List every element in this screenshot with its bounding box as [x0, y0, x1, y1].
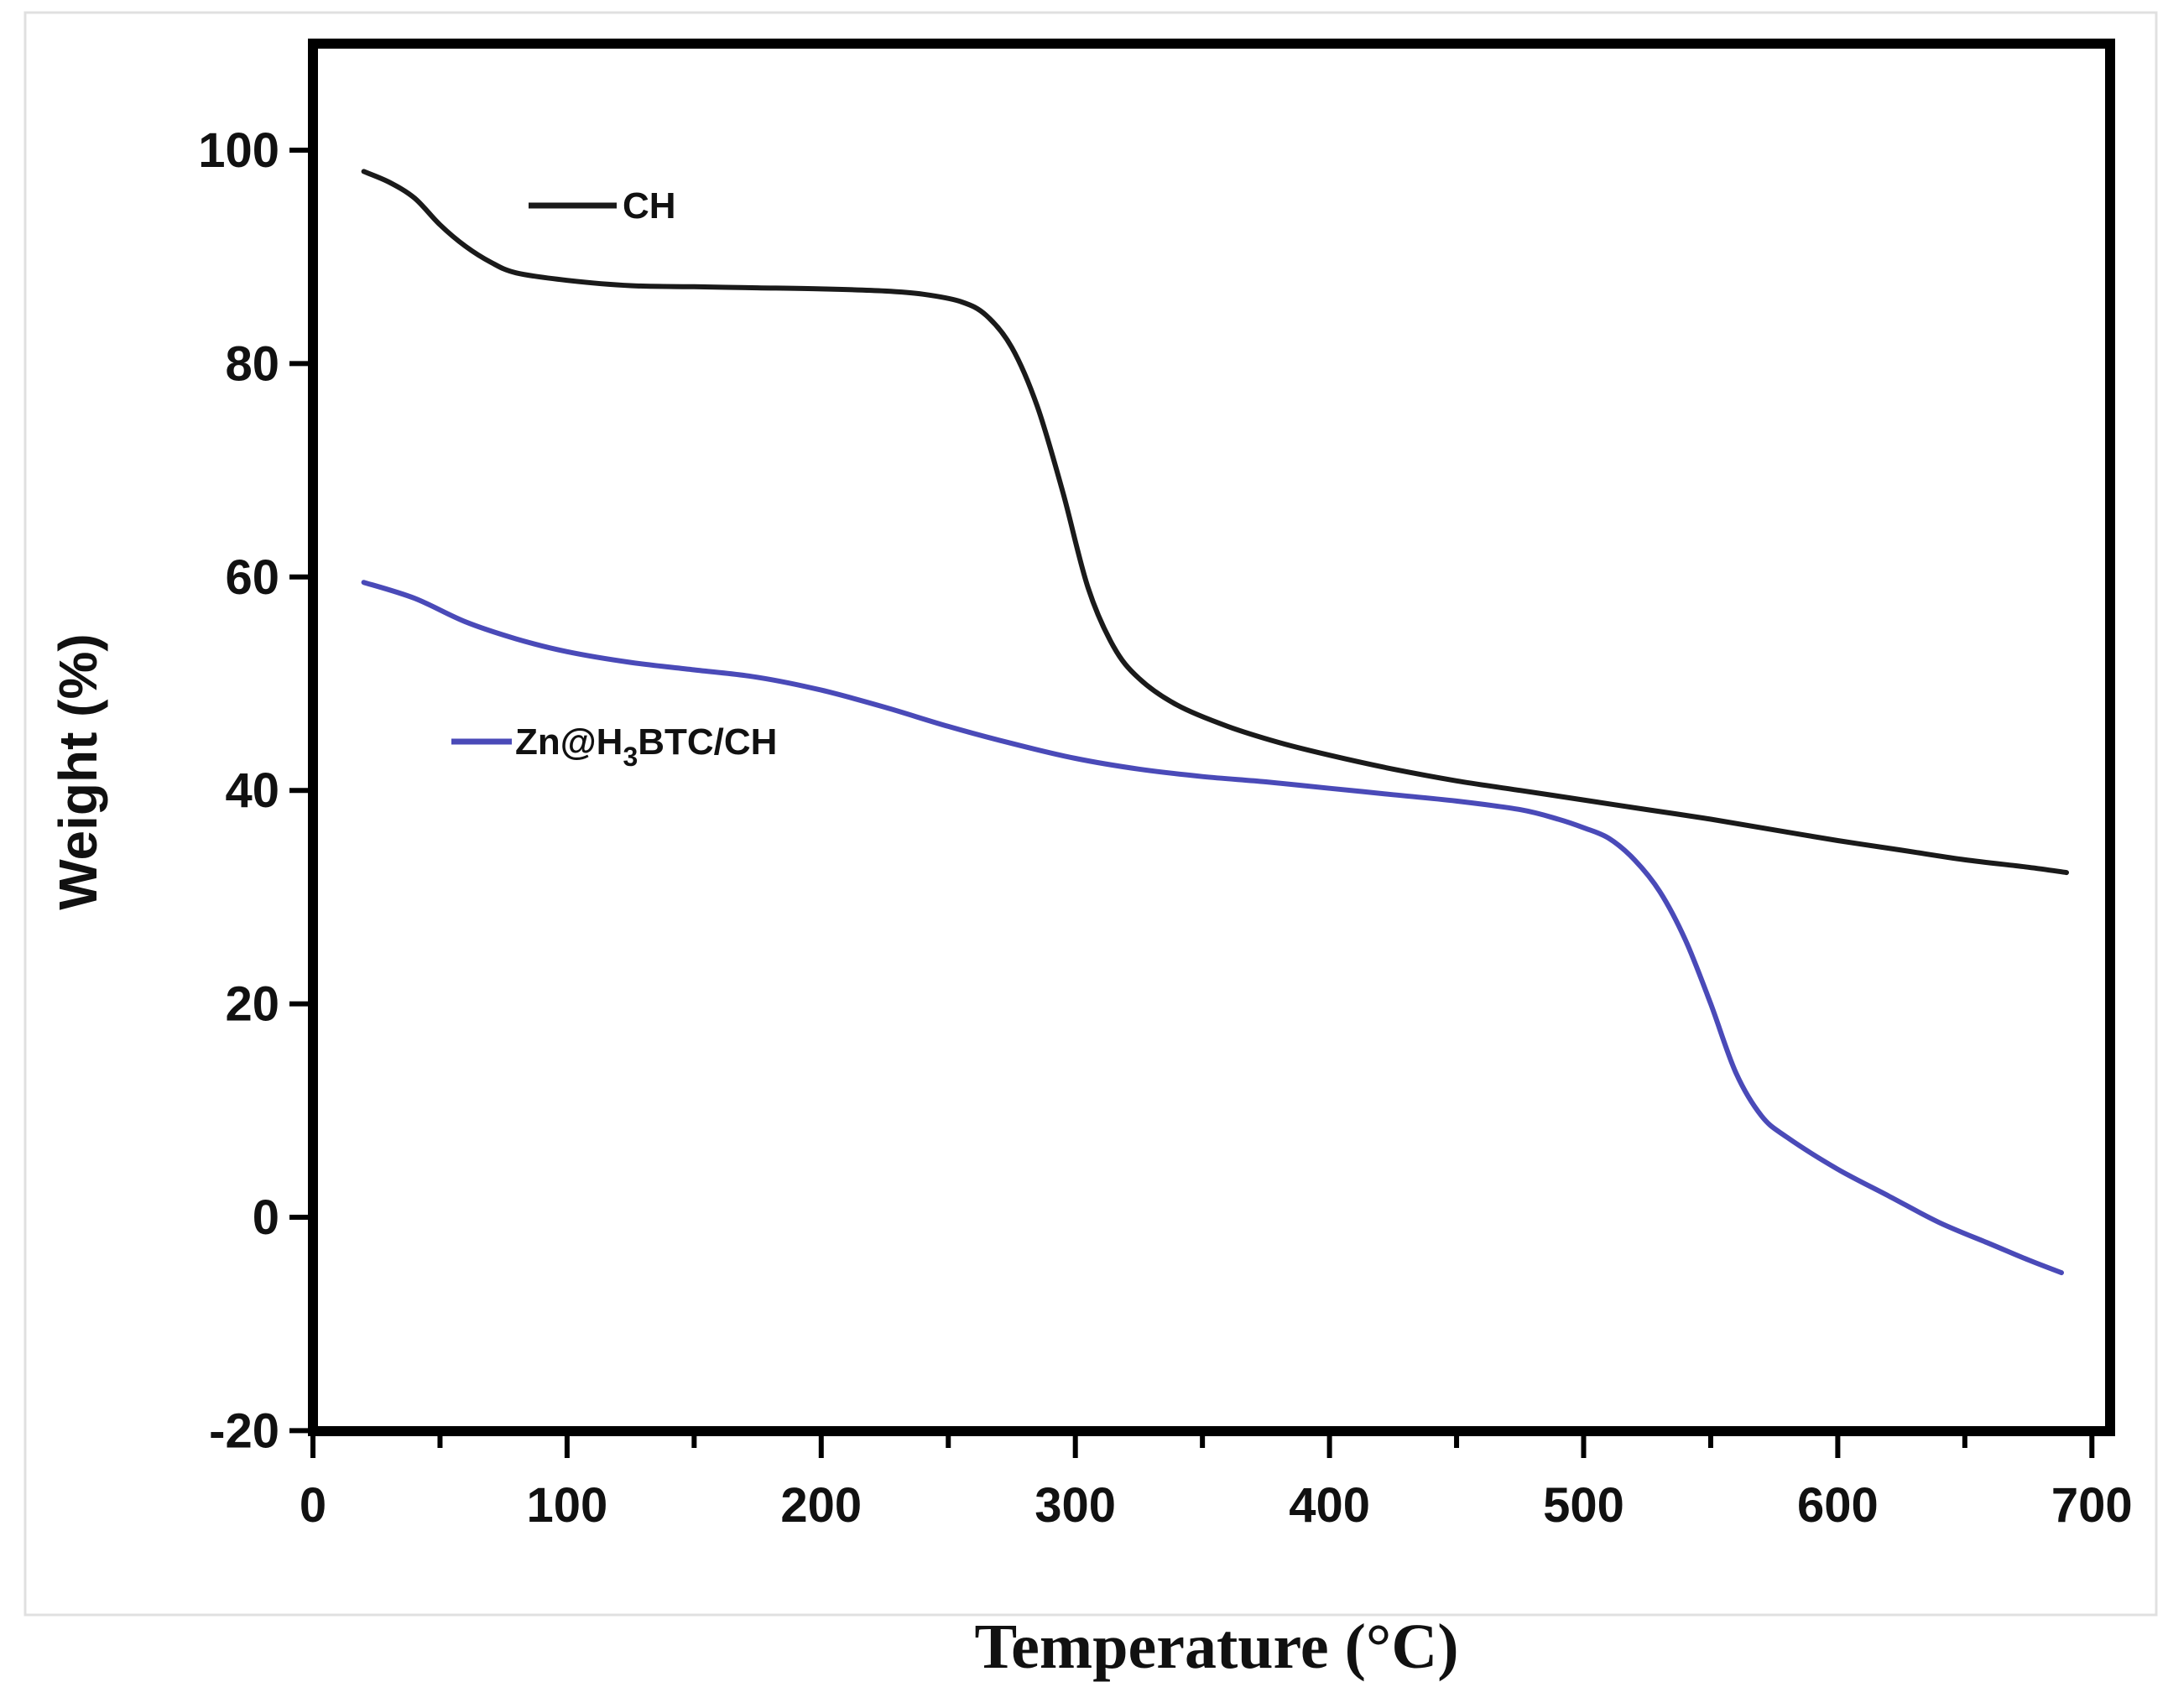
x-tick-label: 0 — [300, 1478, 326, 1533]
legend-entry-zn-h3btc-ch: Zn@H3BTC/CH — [451, 721, 777, 772]
x-axis-ticks: 0 100 200 300 400 500 600 700 — [300, 1431, 2133, 1533]
legend-entry-ch: CH — [529, 185, 676, 227]
x-axis-title: Temperature (°C) — [974, 1612, 1458, 1682]
series-layer — [361, 169, 2069, 1276]
x-tick-label: 600 — [1797, 1478, 1879, 1533]
legend-label-part: Zn@H — [515, 721, 623, 763]
y-tick-label: 40 — [225, 763, 279, 818]
x-tick-label: 200 — [780, 1478, 862, 1533]
x-tick-label: 700 — [2051, 1478, 2133, 1533]
series-line-zn-h3btc-ch — [361, 580, 2064, 1276]
figure-frame — [23, 11, 2158, 1617]
legend-label-ch: CH — [623, 185, 676, 227]
legend-label-subscript: 3 — [623, 742, 638, 772]
y-tick-label: 100 — [198, 123, 279, 178]
y-tick-label: 80 — [225, 336, 279, 391]
legend-label-suffix: BTC/CH — [638, 721, 777, 763]
plot-area-frame — [308, 39, 2115, 1436]
series-line-ch — [361, 169, 2069, 876]
x-tick-label: 300 — [1034, 1478, 1116, 1533]
y-tick-label: -20 — [209, 1403, 279, 1458]
legend-label-zn-h3btc-ch: Zn@H3BTC/CH — [515, 721, 777, 772]
y-tick-label: 60 — [225, 550, 279, 605]
y-tick-label: 20 — [225, 977, 279, 1032]
y-axis-title: Weight (%) — [48, 633, 108, 909]
x-tick-label: 400 — [1289, 1478, 1370, 1533]
y-tick-label: 0 — [253, 1190, 279, 1245]
x-tick-label: 500 — [1543, 1478, 1624, 1533]
y-axis-ticks: -20 0 20 40 60 80 100 — [198, 123, 313, 1458]
x-tick-label: 100 — [527, 1478, 608, 1533]
